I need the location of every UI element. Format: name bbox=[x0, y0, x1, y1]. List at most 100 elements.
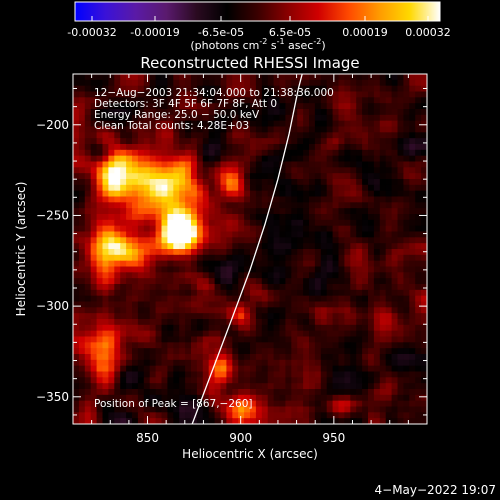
heatmap-cell bbox=[356, 301, 363, 308]
heatmap-cell bbox=[238, 365, 245, 373]
heatmap-cell bbox=[332, 371, 340, 378]
heatmap-cell bbox=[332, 103, 340, 110]
heatmap-cell bbox=[273, 400, 281, 408]
heatmap-cell bbox=[84, 266, 92, 273]
heatmap-cell bbox=[356, 161, 363, 168]
heatmap-cell bbox=[385, 284, 393, 291]
heatmap-cell bbox=[78, 400, 86, 408]
heatmap-cell bbox=[161, 266, 168, 273]
heatmap-cell bbox=[421, 289, 427, 297]
heatmap-cell bbox=[179, 365, 186, 373]
heatmap-cell bbox=[303, 97, 310, 104]
heatmap-cell bbox=[338, 196, 345, 203]
heatmap-cell bbox=[332, 202, 340, 209]
heatmap-cell bbox=[385, 114, 393, 122]
heatmap-cell bbox=[385, 179, 393, 186]
heatmap-cell bbox=[409, 313, 416, 320]
heatmap-cell bbox=[362, 342, 369, 349]
heatmap-cell bbox=[303, 214, 310, 221]
heatmap-cell bbox=[309, 237, 316, 244]
heatmap-cell bbox=[338, 365, 345, 373]
heatmap-cell bbox=[149, 330, 157, 338]
heatmap-cell bbox=[350, 243, 357, 250]
heatmap-cell bbox=[350, 237, 357, 244]
heatmap-cell bbox=[161, 313, 168, 320]
heatmap-cell bbox=[196, 126, 204, 133]
heatmap-cell bbox=[379, 149, 387, 157]
heatmap-cell bbox=[332, 120, 340, 128]
heatmap-cell bbox=[244, 418, 251, 424]
heatmap-cell bbox=[397, 254, 404, 262]
heatmap-cell bbox=[108, 284, 115, 291]
heatmap-cell bbox=[261, 202, 269, 209]
heatmap-cell bbox=[250, 74, 257, 81]
heatmap-cell bbox=[350, 359, 357, 367]
heatmap-cell bbox=[191, 155, 198, 163]
heatmap-cell bbox=[397, 149, 404, 157]
heatmap-cell bbox=[350, 272, 357, 279]
heatmap-cell bbox=[368, 91, 375, 98]
heatmap-cell bbox=[267, 74, 275, 81]
heatmap-cell bbox=[84, 400, 92, 408]
heatmap-cell bbox=[84, 126, 92, 133]
heatmap-cell bbox=[356, 336, 363, 343]
heatmap-cell bbox=[208, 418, 216, 424]
heatmap-cell bbox=[90, 173, 98, 180]
heatmap-cell bbox=[96, 103, 104, 110]
heatmap-cell bbox=[261, 120, 269, 128]
heatmap-cell bbox=[238, 377, 245, 384]
heatmap-cell bbox=[320, 354, 328, 361]
heatmap-cell bbox=[297, 383, 304, 390]
heatmap-cell bbox=[344, 126, 351, 133]
heatmap-cell bbox=[373, 254, 381, 262]
heatmap-cell bbox=[196, 406, 204, 413]
heatmap-cell bbox=[220, 225, 227, 233]
heatmap-cell bbox=[244, 313, 251, 320]
heatmap-cell bbox=[196, 394, 204, 402]
heatmap-cell bbox=[303, 354, 310, 361]
heatmap-cell bbox=[191, 109, 198, 116]
heatmap-cell bbox=[332, 155, 340, 163]
heatmap-cell bbox=[214, 79, 222, 87]
heatmap-cell bbox=[409, 394, 416, 402]
heatmap-cell bbox=[226, 243, 233, 250]
heatmap-cell bbox=[320, 237, 328, 244]
heatmap-cell bbox=[338, 149, 345, 157]
heatmap-cell bbox=[373, 132, 381, 139]
heatmap-cell bbox=[214, 231, 222, 238]
heatmap-cell bbox=[332, 336, 340, 343]
heatmap-cell bbox=[137, 237, 145, 244]
heatmap-cell bbox=[155, 85, 163, 93]
heatmap-cell bbox=[379, 114, 387, 122]
heatmap-cell bbox=[344, 254, 351, 262]
heatmap-cell bbox=[73, 225, 80, 233]
heatmap-cell bbox=[255, 249, 263, 256]
heatmap-cell bbox=[303, 138, 310, 145]
heatmap-cell bbox=[220, 132, 227, 139]
heatmap-cell bbox=[191, 196, 198, 203]
heatmap-cell bbox=[344, 103, 351, 110]
heatmap-cell bbox=[96, 377, 104, 384]
heatmap-cell bbox=[185, 208, 192, 215]
heatmap-cell bbox=[391, 260, 399, 268]
heatmap-cell bbox=[391, 406, 399, 413]
heatmap-cell bbox=[291, 190, 298, 198]
heatmap-cell bbox=[403, 307, 410, 314]
colorbar-tick-label-1: -0.00019 bbox=[130, 26, 179, 39]
heatmap-cell bbox=[232, 155, 239, 163]
heatmap-cell bbox=[143, 359, 151, 367]
heatmap-cell bbox=[161, 249, 168, 256]
annotation-counts: Clean Total counts: 4.28E+03 bbox=[94, 120, 249, 132]
heatmap-cell bbox=[78, 354, 86, 361]
heatmap-cell bbox=[356, 359, 363, 367]
heatmap-cell bbox=[137, 109, 145, 116]
heatmap-cell bbox=[255, 319, 263, 326]
heatmap-cell bbox=[102, 243, 109, 250]
heatmap-cell bbox=[309, 74, 316, 81]
heatmap-cell bbox=[320, 377, 328, 384]
heatmap-cell bbox=[191, 266, 198, 273]
heatmap-cell bbox=[309, 377, 316, 384]
heatmap-cell bbox=[297, 354, 304, 361]
heatmap-cell bbox=[244, 406, 251, 413]
heatmap-cell bbox=[191, 184, 198, 192]
